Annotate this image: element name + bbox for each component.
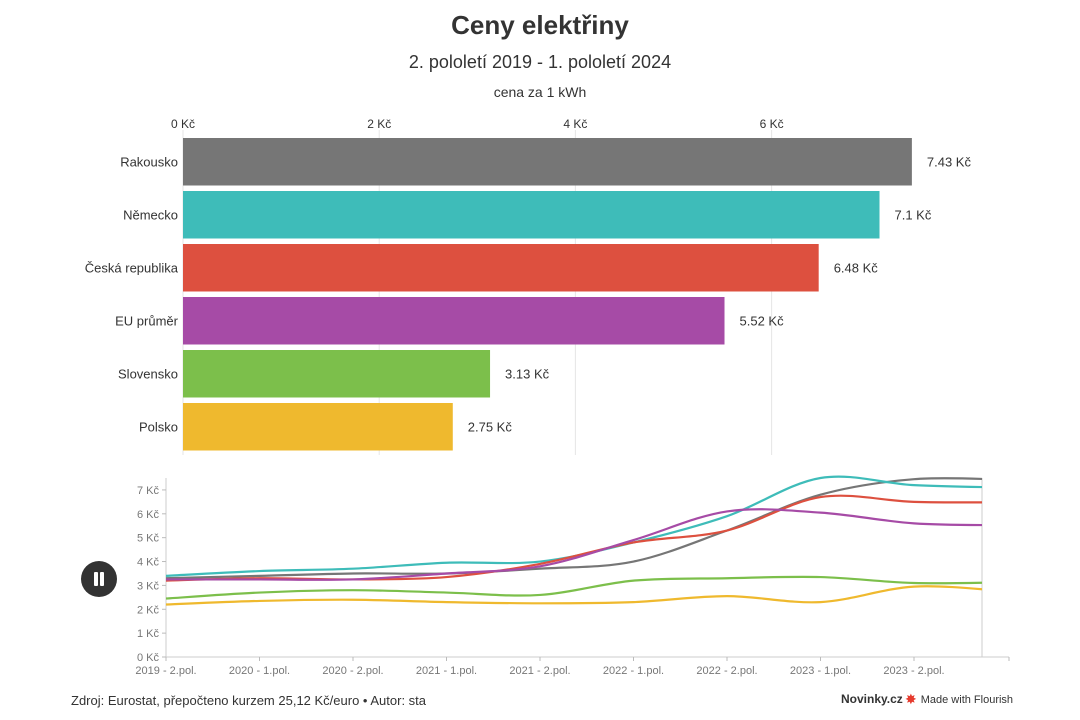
bar-3 — [183, 297, 725, 345]
bar-chart: 0 Kč 2 Kč 4 Kč 6 Kč Rakousko 7.43 Kč Německo 7.… — [85, 117, 972, 455]
x-tick-label: 4 Kč — [563, 117, 587, 131]
series-line-4 — [166, 575, 982, 600]
x-tick-label: 2021 - 2.pol. — [509, 665, 570, 677]
pause-button[interactable] — [81, 561, 117, 597]
chart-subtitle: 2. pololetí 2019 - 1. pololetí 2024 — [408, 52, 672, 72]
x-tick-label: 2020 - 1.pol. — [229, 665, 290, 677]
bar-1 — [183, 191, 880, 239]
value-label: 7.1 Kč — [895, 207, 932, 222]
series-group — [166, 475, 982, 606]
category-label: Rakousko — [120, 154, 178, 169]
x-tick-label: 0 Kč — [171, 117, 195, 131]
x-tick-label: 2019 - 2.pol. — [135, 665, 196, 677]
series-line-0 — [166, 477, 982, 580]
flourish-credit-label: Made with Flourish — [920, 693, 1014, 706]
bar-2 — [183, 244, 819, 292]
series-line-1 — [166, 475, 982, 577]
category-label: Polsko — [139, 419, 178, 434]
x-tick-label: 6 Kč — [760, 117, 784, 131]
x-tick-label: 2023 - 1.pol. — [790, 665, 851, 677]
value-label: 2.75 Kč — [468, 419, 513, 434]
brand-logo[interactable]: Novinky.cz — [841, 692, 903, 706]
y-tick-label: 7 Kč — [137, 485, 160, 497]
category-label: Česká republika — [85, 260, 179, 275]
series-line-2 — [166, 494, 982, 582]
value-label: 3.13 Kč — [505, 366, 550, 381]
flourish-credit[interactable]: ✸ Made with Flourish — [905, 691, 1013, 708]
x-tick-label: 2023 - 2.pol. — [883, 665, 944, 677]
chart-title: Ceny elektřiny — [451, 10, 629, 40]
bar-0 — [183, 138, 912, 186]
bar-5 — [183, 403, 453, 451]
y-tick-label: 3 Kč — [137, 580, 160, 592]
flourish-logo-icon: ✸ — [905, 691, 917, 707]
value-label: 5.52 Kč — [740, 313, 785, 328]
x-tick-label: 2022 - 2.pol. — [696, 665, 757, 677]
category-label: EU průměr — [115, 313, 179, 328]
unit-label: cena za 1 kWh — [493, 84, 587, 100]
source-note: Zdroj: Eurostat, přepočteno kurzem 25,12… — [71, 693, 427, 708]
series-line-5 — [166, 585, 982, 606]
series-line-3 — [166, 508, 982, 581]
y-tick-label: 4 Kč — [137, 557, 160, 569]
bar-4 — [183, 350, 491, 398]
x-tick-label: 2022 - 1.pol. — [603, 665, 664, 677]
x-tick-label: 2 Kč — [367, 117, 391, 131]
value-label: 6.48 Kč — [834, 260, 879, 275]
y-tick-label: 2 Kč — [137, 604, 160, 616]
y-tick-label: 0 Kč — [137, 652, 160, 664]
y-tick-label: 5 Kč — [137, 533, 160, 545]
x-tick-label: 2021 - 1.pol. — [416, 665, 477, 677]
x-tick-label: 2020 - 2.pol. — [322, 665, 383, 677]
line-chart-timeline[interactable]: 0 Kč 1 Kč 2 Kč 3 Kč 4 Kč 5 Kč 6 Kč 7 Kč 2019 - 2… — [0, 470, 1080, 680]
y-tick-label: 1 Kč — [137, 628, 160, 640]
y-tick-label: 6 Kč — [137, 509, 160, 521]
category-label: Slovensko — [118, 366, 178, 381]
value-label: 7.43 Kč — [927, 154, 972, 169]
category-label: Německo — [123, 207, 178, 222]
pause-icon-bar — [100, 572, 104, 586]
pause-icon — [94, 572, 98, 586]
